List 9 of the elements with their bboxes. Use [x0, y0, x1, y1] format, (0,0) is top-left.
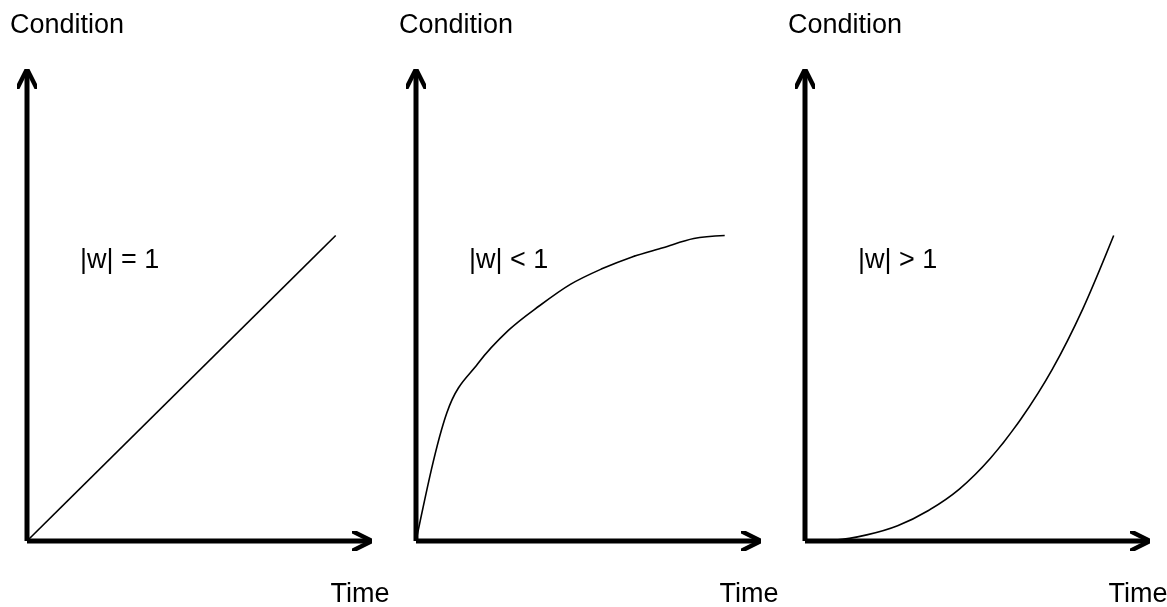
annotation: |w| < 1 [469, 244, 549, 274]
x-axis-title: Time [330, 578, 390, 607]
annotation: |w| > 1 [858, 244, 938, 274]
y-axis-title: Condition [788, 9, 903, 39]
annotation: |w| = 1 [80, 244, 160, 274]
x-axis-title: Time [1108, 578, 1167, 607]
y-axis-title: Condition [10, 9, 125, 39]
y-axis-title: Condition [399, 9, 514, 39]
x-axis-title: Time [719, 578, 779, 607]
